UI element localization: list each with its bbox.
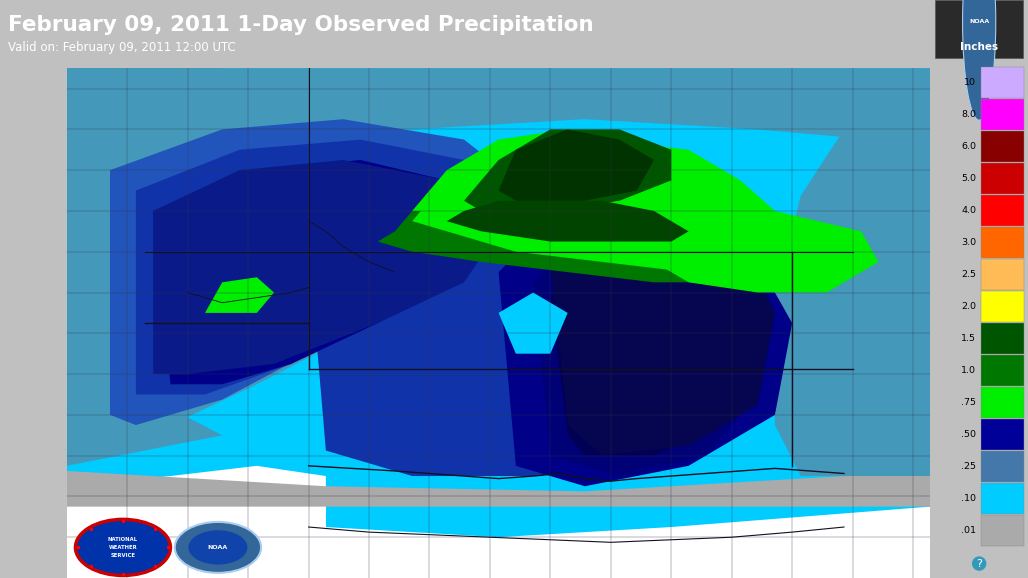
Polygon shape bbox=[67, 466, 326, 578]
Text: 8.0: 8.0 bbox=[961, 110, 977, 119]
Polygon shape bbox=[550, 231, 740, 455]
Bar bbox=[981, 387, 1024, 418]
Polygon shape bbox=[499, 129, 654, 201]
Circle shape bbox=[75, 520, 171, 576]
Text: 10: 10 bbox=[964, 78, 977, 87]
Text: 4.0: 4.0 bbox=[961, 206, 977, 215]
Bar bbox=[981, 259, 1024, 290]
Polygon shape bbox=[499, 292, 567, 354]
Polygon shape bbox=[654, 211, 879, 292]
Bar bbox=[935, 0, 1023, 58]
Text: Inches: Inches bbox=[960, 42, 998, 53]
Text: NOAA: NOAA bbox=[208, 545, 228, 550]
Polygon shape bbox=[153, 160, 499, 384]
Polygon shape bbox=[67, 486, 326, 578]
Text: .50: .50 bbox=[961, 430, 977, 439]
Polygon shape bbox=[464, 129, 671, 211]
Polygon shape bbox=[377, 150, 775, 282]
Text: 3.0: 3.0 bbox=[961, 238, 977, 247]
Polygon shape bbox=[136, 139, 516, 394]
Text: 6.0: 6.0 bbox=[961, 142, 977, 151]
Text: ?: ? bbox=[977, 558, 982, 569]
Text: NOAA: NOAA bbox=[969, 20, 989, 24]
Text: 1.0: 1.0 bbox=[961, 366, 977, 375]
Circle shape bbox=[188, 529, 248, 565]
Text: 1.5: 1.5 bbox=[961, 334, 977, 343]
Polygon shape bbox=[67, 471, 930, 507]
Polygon shape bbox=[412, 129, 620, 211]
Polygon shape bbox=[67, 68, 257, 466]
Polygon shape bbox=[499, 191, 793, 486]
Bar bbox=[981, 515, 1024, 546]
Bar bbox=[981, 99, 1024, 130]
Bar bbox=[981, 227, 1024, 258]
Text: 2.0: 2.0 bbox=[961, 302, 977, 311]
Polygon shape bbox=[67, 68, 930, 578]
Bar bbox=[981, 163, 1024, 194]
Text: WEATHER: WEATHER bbox=[109, 545, 138, 550]
Bar bbox=[981, 355, 1024, 386]
Bar bbox=[981, 451, 1024, 481]
Circle shape bbox=[175, 522, 261, 573]
Text: Valid on: February 09, 2011 12:00 UTC: Valid on: February 09, 2011 12:00 UTC bbox=[8, 41, 236, 54]
Bar bbox=[981, 195, 1024, 226]
Circle shape bbox=[962, 0, 996, 120]
Polygon shape bbox=[153, 160, 499, 374]
Polygon shape bbox=[136, 129, 481, 425]
Bar bbox=[981, 323, 1024, 354]
Text: SERVICE: SERVICE bbox=[110, 553, 136, 558]
Polygon shape bbox=[67, 476, 930, 502]
Polygon shape bbox=[550, 211, 775, 455]
Bar bbox=[981, 67, 1024, 98]
Bar bbox=[981, 291, 1024, 322]
Bar bbox=[981, 483, 1024, 514]
Bar bbox=[981, 131, 1024, 162]
Polygon shape bbox=[257, 507, 930, 578]
Polygon shape bbox=[775, 129, 930, 476]
Text: 5.0: 5.0 bbox=[961, 174, 977, 183]
Text: February 09, 2011 1-Day Observed Precipitation: February 09, 2011 1-Day Observed Precipi… bbox=[8, 15, 594, 35]
Polygon shape bbox=[412, 139, 775, 272]
Polygon shape bbox=[534, 211, 758, 476]
Text: .01: .01 bbox=[961, 526, 977, 535]
Text: NATIONAL: NATIONAL bbox=[108, 538, 138, 542]
Text: 2.5: 2.5 bbox=[961, 270, 977, 279]
Polygon shape bbox=[110, 119, 516, 425]
Polygon shape bbox=[447, 201, 689, 242]
Bar bbox=[981, 419, 1024, 450]
Text: .10: .10 bbox=[961, 494, 977, 503]
Text: .25: .25 bbox=[961, 462, 977, 470]
Polygon shape bbox=[67, 68, 930, 144]
Polygon shape bbox=[205, 277, 274, 313]
Text: .75: .75 bbox=[961, 398, 977, 407]
Polygon shape bbox=[308, 170, 706, 476]
Polygon shape bbox=[499, 211, 740, 466]
